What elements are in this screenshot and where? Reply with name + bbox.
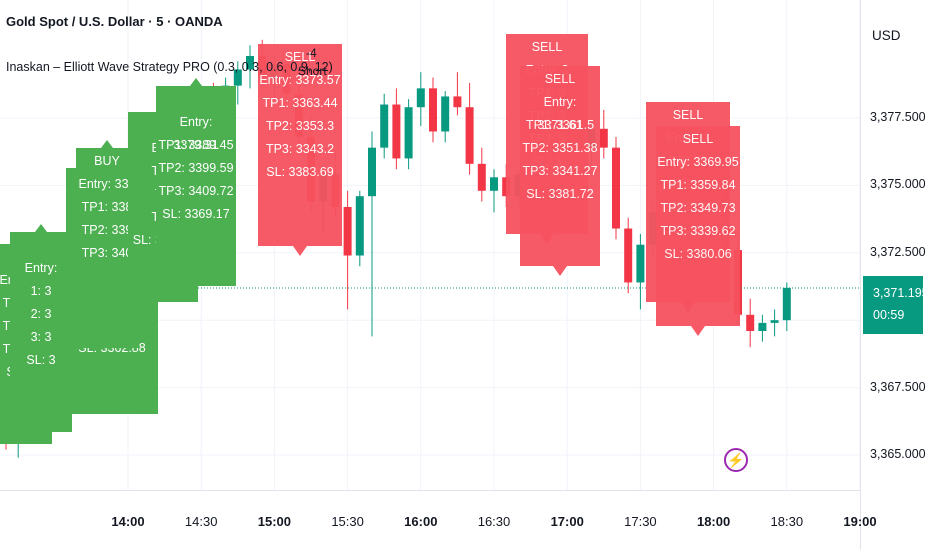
signal-line: TP2: 3399.59 [158, 161, 234, 175]
candle-body [404, 107, 413, 159]
signal-line: SL: 3 [26, 353, 56, 367]
signal-line: Entry: 3369.95 [657, 155, 739, 169]
signal-line: Entry: 3371.61 [537, 95, 583, 132]
candle-body [368, 147, 376, 197]
signal-line: SELL [544, 72, 576, 86]
wave-annotation: Short [298, 64, 327, 78]
buy-arrow-icon [101, 140, 113, 148]
candle-body [782, 287, 791, 321]
candle-body [746, 314, 755, 331]
signal-line: SL: 3380.06 [664, 247, 732, 261]
time-tick-label: 18:00 [696, 514, 731, 529]
candle-body [599, 128, 608, 148]
signal-line: SL: 3381.72 [526, 187, 594, 201]
signal-line: TP3: 3341.27 [522, 164, 598, 178]
signal-line: BUY [94, 154, 120, 168]
time-tick-label: 15:30 [331, 514, 364, 529]
price-tick-label: 3,365.000 [870, 447, 926, 461]
signal-line: TP1: 3389.45 [158, 138, 234, 152]
signal-line: TP3: 3343.2 [265, 142, 335, 156]
candle-body [770, 320, 779, 323]
signal-line: TP1: 3359.84 [660, 178, 736, 192]
candle-body [441, 96, 450, 132]
sell-arrow-icon [293, 246, 307, 256]
candle-body [343, 206, 352, 256]
candle-body [465, 107, 474, 164]
signal-line: SL: 3369.17 [162, 207, 230, 221]
signal-line: TP3: 340 [81, 246, 133, 260]
buy-signal-label[interactable]: Entry: 1: 3 2: 3 3: 3 SL: 3 [10, 224, 72, 432]
price-tick-label: 3,377.500 [870, 110, 926, 124]
sell-signal-label[interactable]: SELL Entry: 3373.57 TP1: 3363.44 TP2: 3353.… [258, 44, 342, 256]
buy-signal-label[interactable]: Entry: 3379.31 TP1: 3389.45 TP2: 3399.59 TP… [156, 78, 236, 286]
signal-line: TP2: 3349.73 [660, 201, 736, 215]
currency-label[interactable]: USD [872, 28, 901, 43]
candle-body [246, 55, 254, 70]
time-tick-label: 14:00 [111, 514, 145, 529]
signal-line: Entry: 3379.31 [173, 115, 219, 152]
signal-line: SL: 3383.69 [266, 165, 334, 179]
candle-body [758, 322, 767, 331]
signal-line: TP1: 3363.44 [262, 96, 338, 110]
sell-arrow-icon [553, 266, 567, 276]
signal-line [156, 88, 236, 111]
candle-body [636, 244, 645, 283]
candle-body [477, 163, 486, 191]
signal-line: SELL [672, 108, 704, 122]
signal-line: Entry: 3373.57 [259, 73, 341, 87]
buy-arrow-icon [190, 78, 202, 86]
sell-signal-label[interactable]: SELL Entry: 3369.95 TP1: 3359.84 TP2: 3349.… [656, 126, 740, 336]
last-price-badge: 3,371.195 00:59 [863, 276, 929, 334]
candle-body [490, 177, 498, 191]
signal-line: 2: 3 [30, 307, 52, 321]
signal-line: 1: 3 [30, 284, 52, 298]
time-tick-label: 16:30 [477, 514, 511, 529]
signal-line: TP2: 3351.38 [522, 141, 598, 155]
time-tick-label: 17:00 [550, 514, 584, 529]
candle-body [233, 69, 242, 86]
price-tick-label: 3,367.500 [870, 379, 926, 394]
time-tick-label: 16:00 [404, 514, 438, 529]
symbol-title[interactable]: Gold Spot / U.S. Dollar · 5 · OANDA [6, 14, 223, 29]
bar-countdown: 00:59 [873, 308, 905, 322]
price-tick-label: 3,375.000 [870, 177, 926, 192]
last-price-value: 3,371.195 [873, 286, 929, 300]
wave-annotation: -4 [306, 46, 317, 60]
candle-body [380, 104, 389, 148]
signal-line: 3: 3 [30, 330, 52, 344]
signal-line [10, 234, 72, 257]
signal-line: Entry: 337 [78, 177, 136, 191]
candle-body [429, 88, 437, 132]
time-tick-label: 17:30 [624, 514, 657, 529]
time-tick-label: 19:00 [843, 514, 877, 529]
sell-arrow-icon [691, 326, 705, 336]
buy-arrow-icon [35, 224, 47, 232]
time-tick-label: 15:00 [257, 514, 292, 529]
signal-line: TP2: 339 [81, 223, 133, 237]
time-tick-label: 14:30 [184, 514, 218, 529]
signal-line: SELL [284, 50, 316, 64]
signal-line: TP3: 3409.72 [158, 184, 234, 198]
signal-line: SELL [682, 132, 714, 146]
signal-line: TP3: 3339.62 [660, 224, 736, 238]
buy-signal-label[interactable]: BUY Entry: 337 TP1: 338 TP2: 339 TP3: 340 [76, 140, 138, 348]
price-tick-label: 3,372.500 [870, 244, 926, 259]
time-tick-label: 18:30 [770, 514, 804, 529]
signal-line: TP2: 3353.3 [265, 119, 335, 133]
candle-body [392, 104, 401, 159]
signal-line: Entry: [24, 261, 58, 275]
candle-body [416, 88, 425, 108]
lightning-icon[interactable]: ⚡ [724, 448, 748, 472]
sell-signal-label[interactable]: SELL Entry: 3371.61 TP1: 3361.5 TP2: 3351.3… [520, 66, 600, 276]
signal-line: TP1: 338 [81, 200, 133, 214]
candle-body [453, 96, 462, 108]
candle-body [612, 147, 620, 229]
signal-line: SELL [531, 40, 563, 54]
indicator-title[interactable]: Inaskan – Elliott Wave Strategy PRO (0.3… [6, 60, 333, 74]
candle-body [355, 196, 364, 256]
candle-body [624, 228, 633, 283]
signal-line: TP1: 3361.5 [525, 118, 595, 132]
